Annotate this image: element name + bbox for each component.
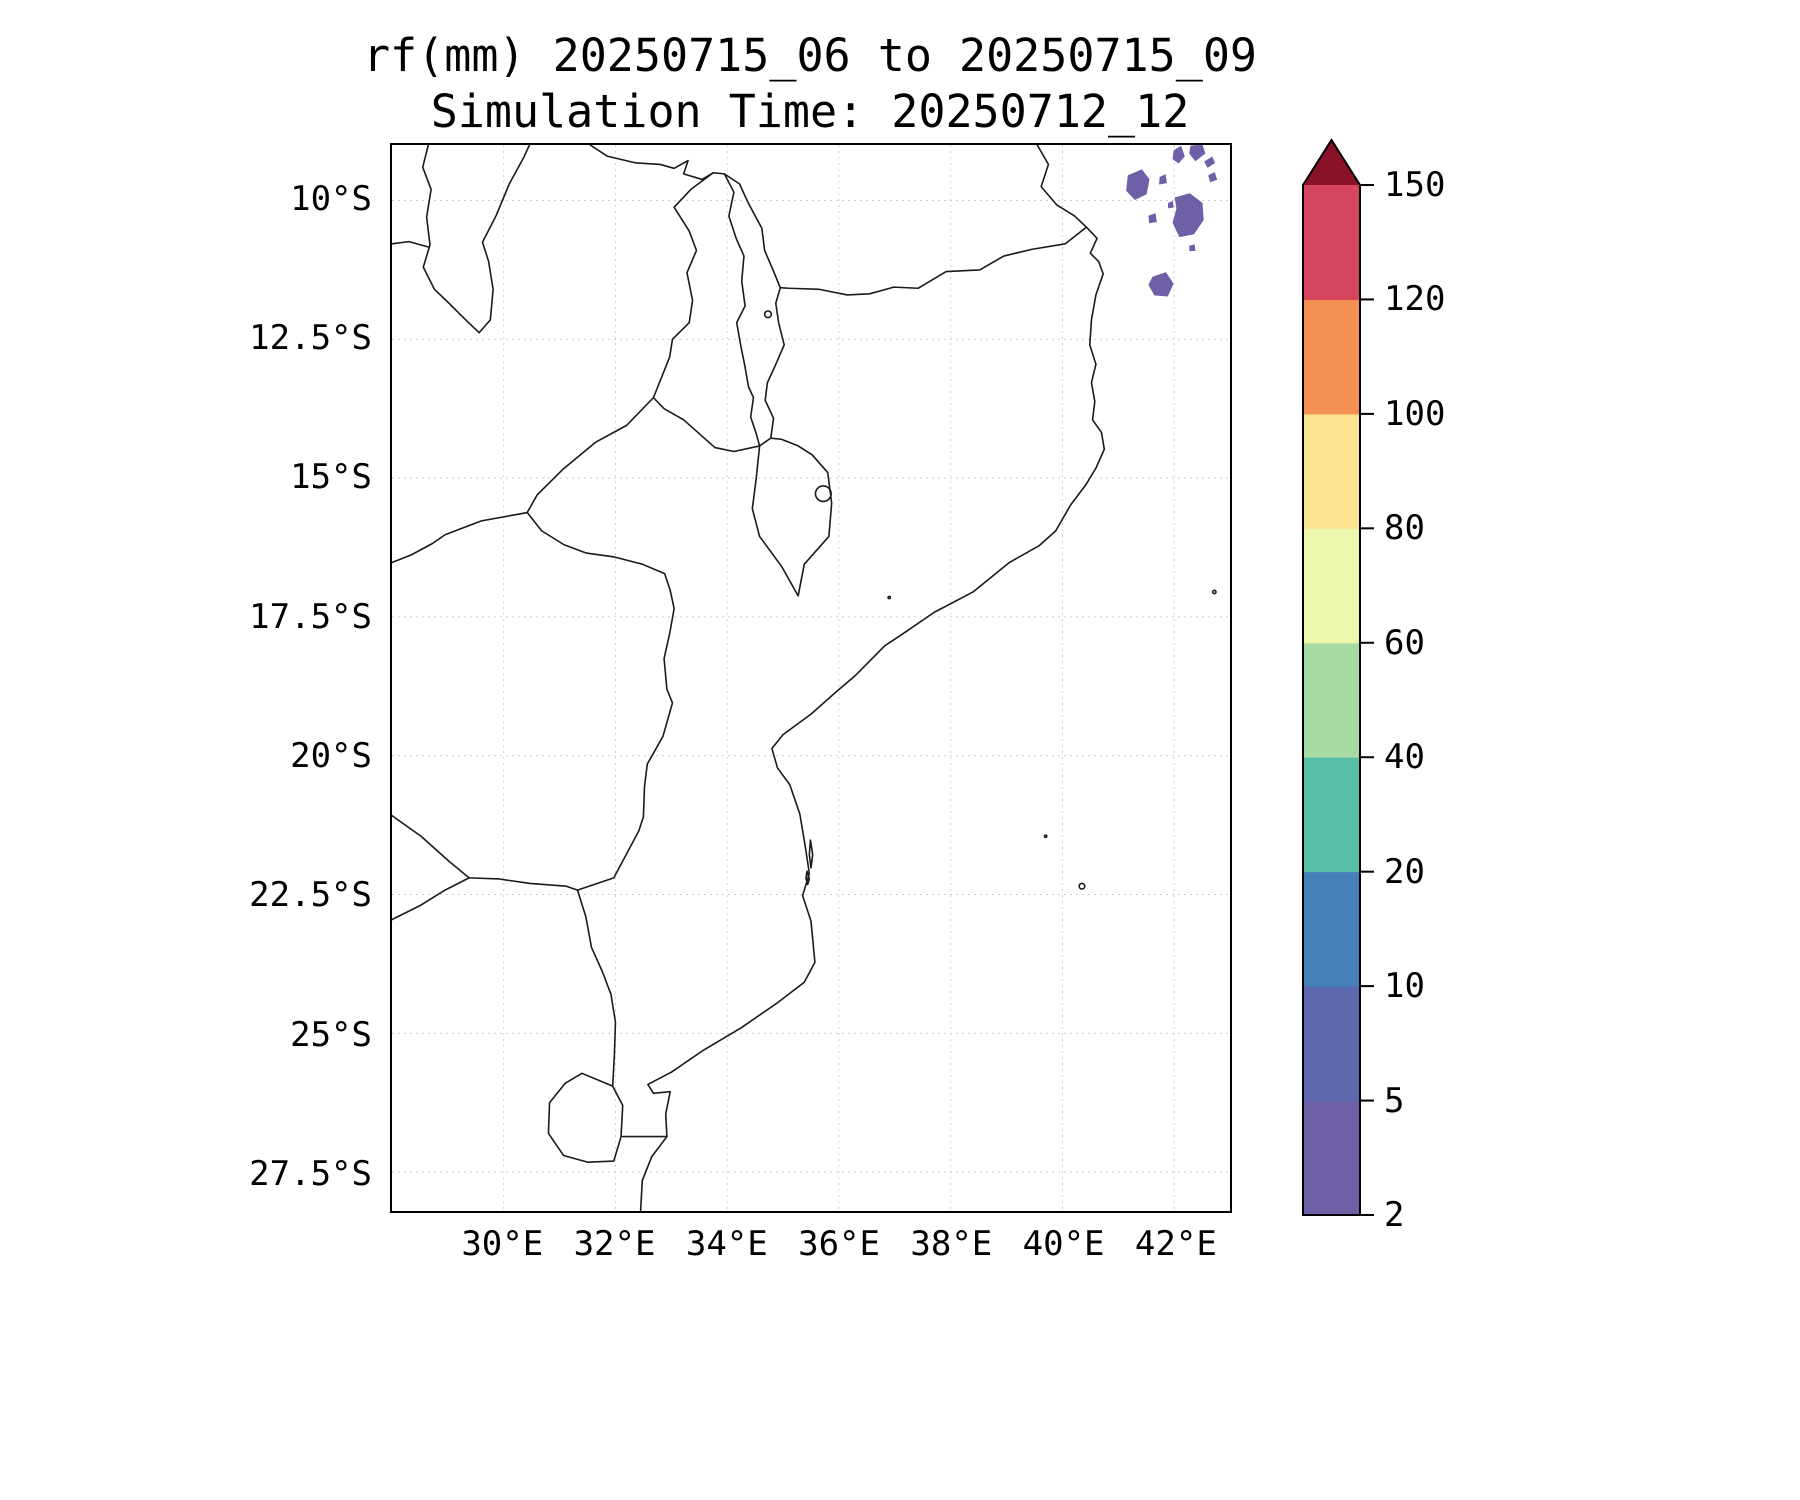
y-tick-label: 20°S <box>290 736 372 777</box>
colorbar-segment <box>1303 413 1360 529</box>
x-tick-label: 42°E <box>1134 1224 1217 1264</box>
rain-patch <box>1173 194 1203 237</box>
y-tick-label: 25°S <box>290 1014 372 1055</box>
lake-malawi <box>724 174 784 446</box>
island-benguerra <box>806 871 809 884</box>
rain-patch <box>1149 273 1173 296</box>
rain-patches <box>1127 145 1217 296</box>
border-zambia-zimbabwe-zambezi <box>392 513 527 563</box>
y-tick-label: 27.5°S <box>249 1153 372 1194</box>
border-zimbabwe-mozambique <box>527 513 674 891</box>
x-tick-label: 36°E <box>798 1224 880 1264</box>
border-drc-zambia-pedicle <box>423 145 530 333</box>
border-botswana-zimbabwe <box>392 816 469 878</box>
y-tick-label: 12.5°S <box>249 318 372 359</box>
colorbar-segment <box>1303 185 1360 300</box>
rain-patch <box>1173 147 1184 163</box>
island-likoma <box>765 311 772 318</box>
border-southafrica-zimbabwe-limpopo <box>469 878 577 890</box>
x-tick-label: 32°E <box>573 1224 656 1264</box>
border-southafrica-botswana <box>392 878 469 920</box>
border-malawi-south-protrusion <box>752 438 831 596</box>
colorbar-tick-label: 5 <box>1384 1080 1405 1121</box>
chart-title: rf(mm) 20250715_06 to 20250715_09 <box>362 29 1258 82</box>
rain-patch <box>1160 175 1167 184</box>
rain-patch <box>1190 245 1195 251</box>
y-tick-label: 17.5°S <box>249 596 372 637</box>
coastline-east-africa <box>641 145 1105 1211</box>
island-bazaruto <box>809 840 812 868</box>
island-primeiras <box>888 596 890 598</box>
x-tick-label: 30°E <box>461 1224 544 1264</box>
y-tick-label: 10°S <box>290 178 372 219</box>
island-juan-de-nova <box>1213 590 1216 593</box>
rain-patch <box>1169 202 1173 208</box>
colorbar-tick-label: 60 <box>1384 622 1425 663</box>
basemap <box>392 145 1216 1211</box>
colorbar-segment <box>1303 528 1360 644</box>
x-tick-label: 38°E <box>910 1224 993 1264</box>
rain-patch <box>1190 145 1205 161</box>
colorbar-segment <box>1303 757 1360 873</box>
colorbar-tick-label: 80 <box>1384 508 1425 549</box>
rain-patch <box>1209 173 1217 182</box>
colorbar-outline <box>1302 138 1361 1216</box>
colorbar-tick-label: 20 <box>1384 851 1425 892</box>
colorbar-segment <box>1303 299 1360 415</box>
lake-chilwa <box>815 486 831 502</box>
rain-patch <box>1205 157 1214 167</box>
border-tanzania-zambia-songwe <box>590 145 724 179</box>
border-mozambique-southafrica <box>577 890 615 1086</box>
rain-patch <box>1127 170 1149 199</box>
gridlines <box>392 145 1230 1211</box>
x-tick-label: 34°E <box>685 1224 768 1264</box>
colorbar <box>1302 138 1374 1216</box>
colorbar-tick-label: 40 <box>1384 737 1425 778</box>
border-drc-zambia-stub <box>392 242 429 248</box>
island-europa <box>1079 883 1085 889</box>
colorbar-tick-label: 150 <box>1384 165 1446 205</box>
chart-subtitle: Simulation Time: 20250712_12 <box>430 85 1190 138</box>
colorbar-segment <box>1303 1100 1360 1216</box>
colorbar-tick-label: 120 <box>1384 279 1446 320</box>
island-bassas-da-india <box>1045 835 1047 837</box>
colorbar-segment <box>1303 986 1360 1102</box>
colorbar-segment <box>1303 642 1360 758</box>
colorbar-tick-label: 2 <box>1384 1195 1405 1235</box>
map-svg <box>392 145 1230 1211</box>
colorbar-over-arrow <box>1303 140 1360 185</box>
border-zambia-mozambique <box>527 398 653 513</box>
border-tanzania-mozambique-ruvuma <box>780 227 1086 295</box>
y-tick-label: 22.5°S <box>249 875 372 916</box>
colorbar-tick-label: 10 <box>1384 966 1425 1007</box>
y-tick-label: 15°S <box>290 457 372 498</box>
colorbar-segment <box>1303 871 1360 987</box>
border-eswatini <box>548 1073 622 1162</box>
x-tick-label: 40°E <box>1022 1224 1105 1264</box>
map-plot-area <box>390 143 1232 1213</box>
border-malawi-zambia-west <box>653 173 759 452</box>
colorbar-tick-label: 100 <box>1384 393 1446 434</box>
rain-patch <box>1149 214 1156 223</box>
